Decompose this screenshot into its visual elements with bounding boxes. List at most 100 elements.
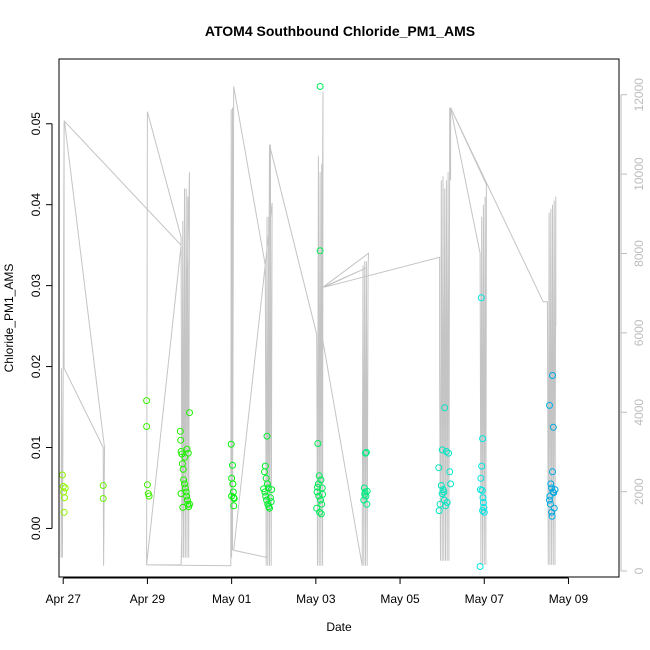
x-tick-label: Apr 29 — [130, 592, 166, 606]
data-point — [442, 448, 450, 455]
data-point — [314, 480, 322, 488]
data-point — [179, 503, 187, 511]
data-point — [477, 486, 484, 494]
data-point — [145, 492, 153, 500]
data-point — [316, 508, 324, 516]
data-point — [177, 436, 185, 444]
background-line-series — [60, 86, 557, 567]
data-point — [477, 474, 485, 482]
data-point — [315, 472, 323, 480]
y-tick-label: 0.01 — [29, 435, 43, 459]
data-point — [548, 508, 556, 516]
y2-tick-label: 12000 — [632, 78, 646, 112]
data-point — [263, 480, 271, 488]
data-point — [266, 494, 274, 502]
data-point — [479, 507, 487, 515]
data-point — [314, 440, 322, 447]
y2-axis: 0 2000 4000 6000 8000 10000 12000 — [620, 78, 646, 574]
y-tick-label: 0.02 — [29, 355, 43, 379]
data-point — [438, 490, 446, 498]
chart-title: ATOM4 Southbound Chloride_PM1_AMS — [205, 23, 475, 39]
data-point — [99, 482, 107, 489]
data-point — [264, 484, 272, 492]
data-point — [267, 498, 275, 506]
data-point — [479, 494, 487, 502]
x-tick-label: May 07 — [465, 592, 505, 606]
data-point — [479, 499, 487, 506]
y2-tick-label: 2000 — [632, 478, 646, 505]
y-tick-label: 0.05 — [29, 112, 43, 136]
y2-tick-label: 0 — [632, 567, 646, 574]
data-point — [261, 468, 268, 476]
data-point — [547, 480, 555, 488]
x-axis-label: Date — [326, 620, 352, 634]
data-point — [548, 512, 556, 520]
data-point — [478, 462, 486, 470]
data-point — [268, 486, 276, 494]
data-point — [315, 492, 323, 500]
data-point — [549, 468, 556, 476]
data-point — [437, 482, 445, 489]
data-point — [435, 507, 443, 515]
data-point — [261, 488, 269, 496]
data-point — [230, 502, 238, 510]
data-point — [438, 446, 446, 454]
data-point — [362, 492, 370, 500]
data-point — [316, 247, 324, 255]
data-point — [183, 492, 191, 500]
plot-frame — [58, 58, 620, 578]
data-point — [443, 499, 451, 506]
data-point — [229, 461, 236, 469]
y2-tick-label: 10000 — [632, 157, 646, 191]
data-point — [363, 487, 371, 495]
scatter-points — [58, 83, 559, 570]
x-tick-label: May 01 — [212, 592, 252, 606]
data-point — [549, 423, 557, 431]
data-point — [177, 490, 185, 498]
data-point — [476, 563, 484, 570]
data-point — [186, 409, 193, 417]
data-point — [184, 449, 192, 457]
data-point — [181, 480, 188, 488]
y2-tick-label: 8000 — [632, 240, 646, 267]
data-point — [318, 484, 326, 492]
data-point — [229, 480, 237, 488]
data-point — [179, 465, 187, 473]
y-axis: 0.00 0.01 0.02 0.03 0.04 0.05 — [29, 112, 53, 540]
data-point — [440, 488, 448, 496]
y2-tick-label: 6000 — [632, 319, 646, 346]
data-point — [363, 500, 371, 508]
data-point — [181, 484, 189, 492]
data-point — [480, 503, 488, 511]
data-point — [446, 468, 454, 476]
x-tick-label: May 03 — [296, 592, 336, 606]
data-point — [183, 445, 191, 453]
data-point — [445, 449, 452, 457]
data-point — [362, 448, 370, 456]
data-point — [262, 492, 270, 500]
data-point — [546, 500, 554, 508]
y2-tick-label: 4000 — [632, 399, 646, 426]
data-point — [143, 481, 151, 489]
background-line — [60, 86, 557, 567]
data-point — [260, 485, 268, 493]
data-point — [480, 508, 488, 516]
data-point — [442, 502, 449, 510]
data-point — [551, 486, 559, 494]
data-point — [263, 496, 271, 504]
data-point — [180, 476, 188, 484]
data-point — [316, 83, 324, 90]
data-point — [61, 494, 68, 502]
data-point — [477, 294, 485, 302]
x-tick-label: May 09 — [549, 592, 589, 606]
data-point — [479, 435, 487, 443]
data-point — [546, 401, 553, 409]
data-point — [441, 404, 449, 412]
data-point — [435, 464, 443, 472]
data-point — [143, 397, 151, 405]
data-point — [61, 484, 69, 492]
x-tick-label: May 05 — [380, 592, 420, 606]
y-tick-label: 0.03 — [29, 274, 43, 298]
data-point — [362, 449, 369, 457]
